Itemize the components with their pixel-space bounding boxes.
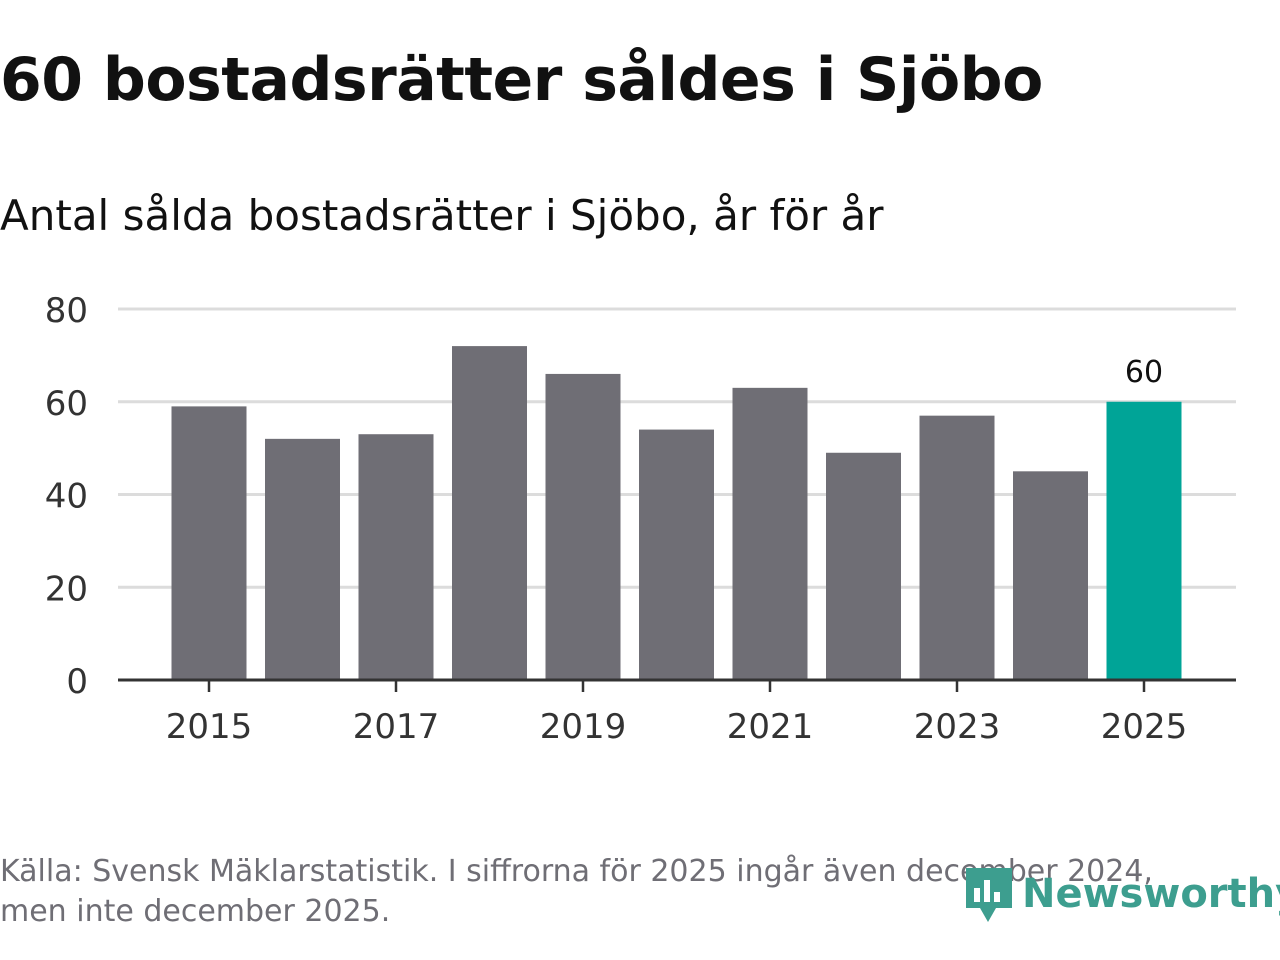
- x-tick-label-2015: 2015: [166, 707, 253, 747]
- y-tick-label-40: 40: [45, 477, 88, 517]
- bar-2016: [265, 438, 340, 680]
- axes: [118, 678, 1236, 692]
- x-tick-label-2017: 2017: [353, 707, 440, 747]
- labels: 0 20 40 60 80 60 2015 2017 2019 2021 2023 2025: [45, 291, 1188, 747]
- bar-2017: [358, 434, 434, 680]
- source-line-1: Källa: Svensk Mäklarstatistik. I siffror…: [0, 854, 1153, 889]
- newsworthy-chart-icon: [966, 868, 1012, 922]
- y-tick-label-80: 80: [45, 291, 88, 331]
- x-tick-label-2025: 2025: [1101, 707, 1188, 747]
- source-line-2: men inte december 2025.: [0, 894, 391, 929]
- bars: [171, 346, 1182, 680]
- x-tick-label-2019: 2019: [540, 707, 627, 747]
- y-tick-label-20: 20: [45, 569, 88, 609]
- y-tick-label-0: 0: [66, 662, 88, 702]
- bar-2015: [171, 406, 247, 680]
- bar-2023: [919, 415, 995, 680]
- logo-text: Newsworthy: [1022, 871, 1280, 917]
- source-note: Källa: Svensk Mäklarstatistik. I siffror…: [0, 852, 1200, 932]
- y-tick-label-60: 60: [45, 384, 88, 424]
- bar-2025: [1106, 401, 1182, 680]
- bar-2019: [545, 373, 621, 680]
- bar-2022: [826, 452, 901, 680]
- bar-2021: [732, 387, 808, 680]
- bar-2024: [1013, 471, 1088, 680]
- data-label-2025: 60: [1125, 355, 1163, 390]
- newsworthy-logo: Newsworthy: [962, 862, 1280, 926]
- bar-chart: 0 20 40 60 80 60 2015 2017 2019 2021 2023 2025: [45, 291, 1236, 747]
- chart-subtitle: Antal sålda bostadsrätter i Sjöbo, år fö…: [0, 191, 884, 240]
- bar-2018: [452, 346, 527, 680]
- x-tick-label-2021: 2021: [727, 707, 814, 747]
- chart-title: 60 bostadsrätter såldes i Sjöbo: [0, 45, 1043, 115]
- x-tick-label-2023: 2023: [914, 707, 1001, 747]
- bar-2020: [639, 429, 714, 680]
